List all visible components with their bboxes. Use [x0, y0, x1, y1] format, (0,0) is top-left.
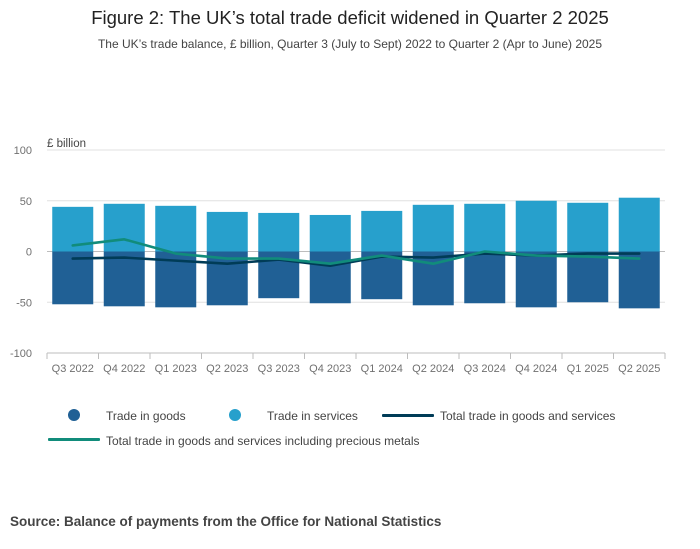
bar-goods: [103, 251, 145, 307]
x-tick-label: Q2 2024: [412, 363, 454, 375]
x-tick-label: Q4 2022: [103, 363, 145, 375]
bar-goods: [515, 251, 557, 308]
bar-services: [361, 210, 403, 252]
legend-total-metals-label: Total trade in goods and services includ…: [106, 434, 420, 448]
x-tick-label: Q4 2024: [515, 363, 557, 375]
bar-goods: [464, 251, 506, 304]
y-axis-label: £ billion: [47, 138, 86, 150]
x-tick-label: Q1 2023: [155, 363, 197, 375]
legend-goods-marker: [68, 409, 80, 421]
legend-total-label: Total trade in goods and services: [440, 409, 616, 423]
bar-goods: [206, 251, 248, 306]
y-tick-label: -50: [16, 297, 32, 309]
bar-services: [412, 204, 454, 252]
bar-goods: [52, 251, 94, 305]
x-tick-label: Q3 2024: [464, 363, 506, 375]
x-tick-label: Q3 2023: [258, 363, 300, 375]
bar-goods: [618, 251, 660, 309]
bar-services: [567, 202, 609, 252]
legend-total-metals-marker: [48, 438, 100, 441]
y-tick-label: 50: [20, 196, 32, 208]
bar-services: [155, 205, 197, 252]
y-tick-label: 100: [14, 145, 32, 157]
x-tick-label: Q2 2025: [618, 363, 660, 375]
trade-balance-chart: 100 50 0 -50 -100 £ billion Q3 2022 Q4 2022 Q1 2…: [10, 138, 666, 375]
legend-services-marker: [229, 409, 241, 421]
line-total-metals: [71, 238, 641, 265]
x-tick-label: Q3 2022: [52, 363, 94, 375]
bar-services: [309, 214, 351, 252]
y-tick-label: -100: [10, 348, 32, 360]
bar-goods: [567, 251, 609, 303]
chart-subtitle: The UK’s trade balance, £ billion, Quart…: [97, 37, 603, 51]
legend-total-marker: [382, 414, 434, 417]
bar-services: [618, 197, 660, 252]
x-tick-label: Q4 2023: [309, 363, 351, 375]
source-note: Source: Balance of payments from the Off…: [10, 514, 442, 529]
legend-goods-label: Trade in goods: [106, 409, 186, 423]
bar-services: [515, 200, 557, 252]
chart-title: Figure 2: The UK’s total trade deficit w…: [91, 7, 609, 28]
bar-services: [464, 203, 506, 252]
y-tick-label: 0: [26, 247, 32, 259]
bar-goods: [309, 251, 351, 304]
x-tick-label: Q2 2023: [206, 363, 248, 375]
x-tick-label: Q1 2025: [567, 363, 609, 375]
bar-services: [258, 212, 300, 252]
legend-services-label: Trade in services: [267, 409, 358, 423]
x-tick-label: Q1 2024: [361, 363, 403, 375]
bar-services: [206, 211, 248, 252]
